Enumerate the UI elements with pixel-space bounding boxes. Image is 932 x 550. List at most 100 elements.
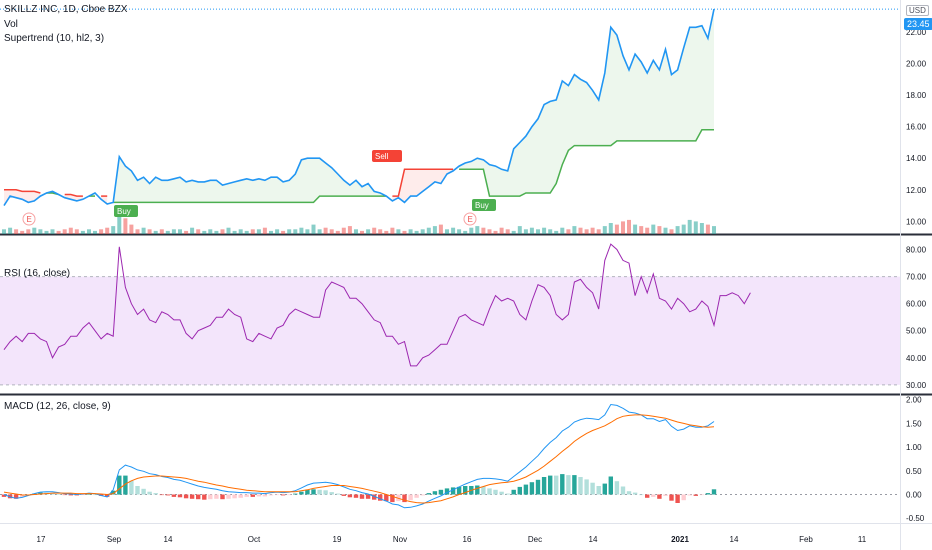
macd-histogram-bar <box>335 493 340 495</box>
volume-bar <box>645 227 650 234</box>
macd-histogram-bar <box>687 494 692 496</box>
supertrend-line <box>64 193 83 197</box>
volume-bar <box>153 230 158 234</box>
price-tick: 12.00 <box>906 186 927 195</box>
volume-bar <box>372 227 377 234</box>
volume-bar <box>347 226 352 234</box>
volume-bar <box>705 224 710 234</box>
supertrend-fill <box>4 189 41 206</box>
macd-tick: 1.00 <box>906 443 922 452</box>
macd-histogram-bar <box>141 488 146 495</box>
macd-histogram-bar <box>499 491 504 495</box>
macd-histogram-bar <box>159 494 164 496</box>
macd-histogram-bar <box>129 480 134 495</box>
vol-legend[interactable]: Vol <box>4 19 18 30</box>
volume-bar <box>499 227 504 234</box>
volume-bar <box>657 226 662 234</box>
volume-bar <box>432 226 437 234</box>
supertrend-legend[interactable]: Supertrend (10, hl2, 3) <box>4 33 105 44</box>
rsi-tick: 60.00 <box>906 300 927 309</box>
macd-histogram-bar <box>651 494 656 497</box>
macd-histogram-bar <box>402 494 407 503</box>
price-line <box>3 8 715 207</box>
macd-histogram-bar <box>529 482 535 495</box>
macd-histogram-bar <box>226 494 231 499</box>
volume-bar <box>220 229 225 234</box>
macd-histogram-bar <box>408 494 413 501</box>
volume-bar <box>614 224 619 234</box>
volume-bar <box>408 229 413 234</box>
rsi-legend[interactable]: RSI (16, close) <box>4 268 71 279</box>
macd-histogram-bar <box>463 486 468 495</box>
volume-bar <box>93 230 97 234</box>
buy-label: Buy <box>114 205 138 217</box>
volume-bar <box>269 230 273 234</box>
volume-bar <box>360 230 364 234</box>
volume-bar <box>147 229 152 234</box>
volume-bar <box>633 224 638 234</box>
volume-bar <box>214 230 219 234</box>
macd-histogram-bar <box>147 491 152 495</box>
volume-bar <box>481 227 486 234</box>
macd-histogram-bar <box>578 477 583 495</box>
volume-bar <box>669 229 674 234</box>
volume-bar <box>378 229 383 234</box>
volume-bar <box>335 230 340 234</box>
volume-bar <box>32 227 37 234</box>
macd-histogram-bar <box>347 494 353 498</box>
volume-bar <box>50 229 55 234</box>
volume-bar <box>232 230 237 234</box>
macd-histogram-bar <box>438 489 444 495</box>
volume-bar <box>38 229 43 234</box>
currency-label[interactable]: USD <box>906 5 929 16</box>
macd-legend[interactable]: MACD (12, 26, close, 9) <box>4 401 111 412</box>
rsi-tick: 40.00 <box>906 354 927 363</box>
supertrend-line <box>113 195 387 204</box>
macd-histogram-bar <box>183 494 189 499</box>
macd-histogram-bar <box>238 494 243 498</box>
rsi-line <box>3 243 751 367</box>
macd-histogram-bar <box>341 494 346 496</box>
volume-bar <box>578 227 583 234</box>
volume-bar <box>287 229 292 234</box>
sell-label-bg <box>372 150 402 162</box>
volume-bar <box>262 227 267 234</box>
volume-bar <box>275 229 280 234</box>
volume-bar <box>105 227 110 234</box>
volume-bar <box>554 230 559 234</box>
earnings-circle <box>463 212 477 226</box>
macd-histogram-bar <box>317 489 322 495</box>
volume-bar <box>311 224 316 234</box>
earnings-text: E <box>468 215 473 224</box>
price-tick: 18.00 <box>906 91 927 100</box>
macd-histogram-bar <box>560 474 565 495</box>
volume-bar <box>171 229 176 234</box>
time-tick: Feb <box>799 535 813 544</box>
macd-histogram-bar <box>220 494 225 500</box>
rsi-tick: 50.00 <box>906 327 927 336</box>
macd-histogram-bar <box>493 489 498 495</box>
earnings-circle <box>22 212 36 226</box>
macd-histogram-bar <box>505 493 510 495</box>
volume-bar <box>159 229 164 234</box>
volume-bar <box>517 226 522 234</box>
macd-histogram-bar <box>268 494 274 496</box>
macd-histogram-bar <box>293 493 298 495</box>
earnings-marker: E <box>463 212 477 226</box>
macd-histogram-bar <box>420 494 425 496</box>
volume-bar <box>621 221 625 234</box>
time-tick: 2021 <box>671 535 689 544</box>
volume-bar <box>681 224 686 234</box>
volume-bar <box>693 221 698 234</box>
time-tick: Oct <box>248 535 261 544</box>
macd-histogram-bar <box>274 494 280 496</box>
macd-histogram-bar <box>62 494 67 496</box>
volume-bar <box>475 226 480 234</box>
volume-bar <box>74 229 79 234</box>
volume-bar <box>511 230 516 234</box>
macd-histogram-bar <box>632 492 638 495</box>
macd-histogram-bar <box>153 493 158 495</box>
volume-bar <box>238 229 243 234</box>
